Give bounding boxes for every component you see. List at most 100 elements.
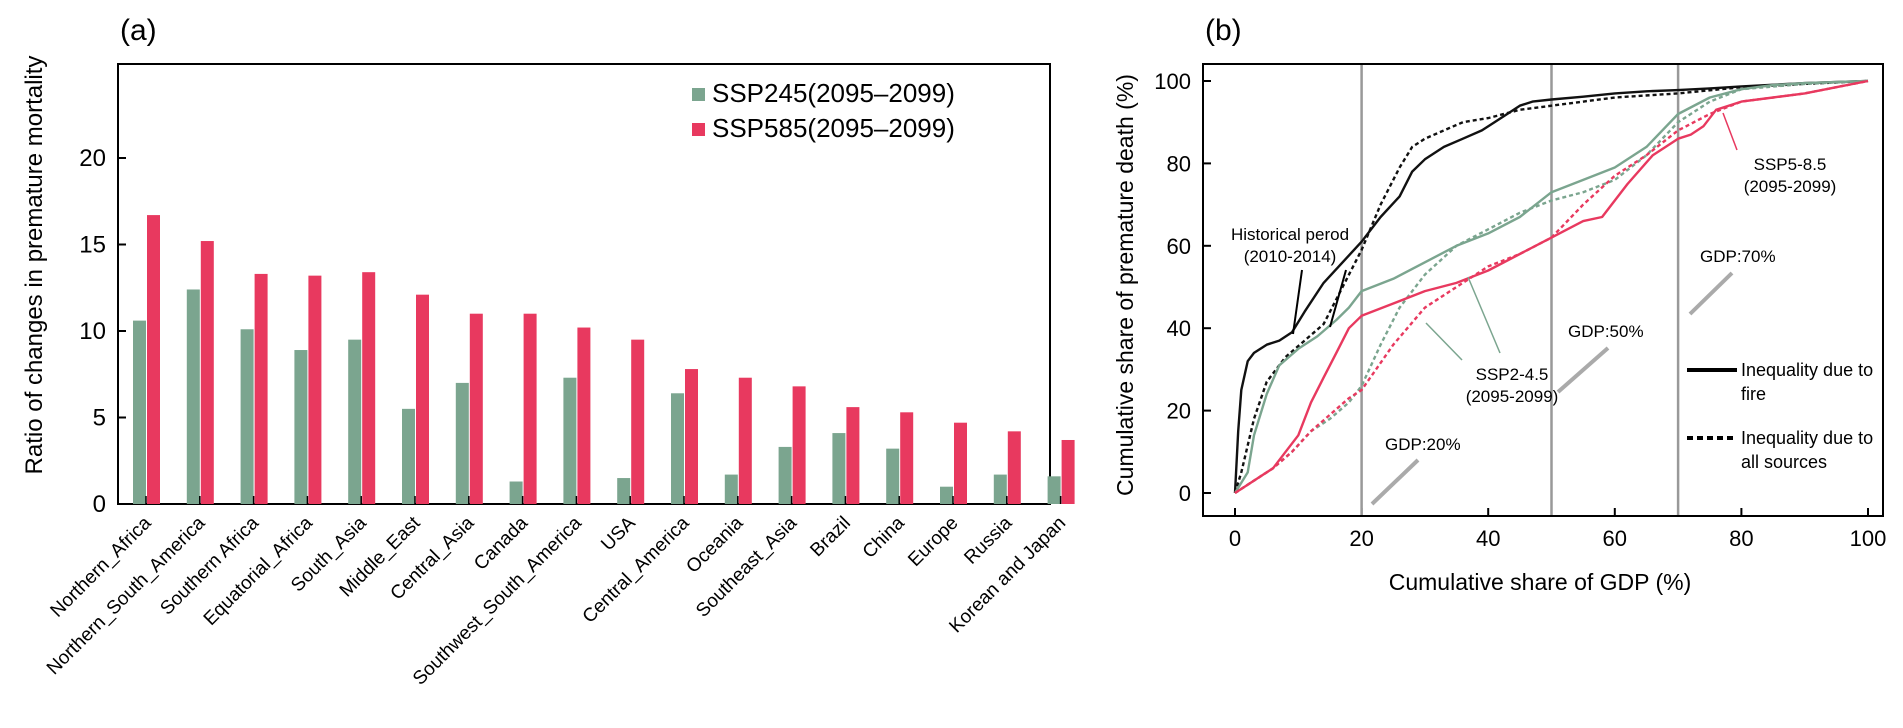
bar-ssp245-2 [240,329,254,504]
annotation-historical: Historical perod (2010-2014) [1231,225,1349,335]
bar-ssp585-10 [685,369,698,504]
category-label: Southeast_Asia [692,512,801,621]
category-label: Brazil [806,513,854,561]
panel-a: (a) Ratio of changes in premature mortal… [21,14,1075,690]
bar-ssp245-7 [509,481,523,504]
legend-swatch-ssp245 [692,88,705,101]
annotation-ssp245-line1: SSP2-4.5 [1476,365,1549,384]
y-tick-label: 15 [79,232,106,259]
bar-ssp585-12 [792,386,806,504]
bar-ssp245-6 [455,382,469,504]
x-tick-label: 40 [1476,526,1500,551]
series-ssp585-fire [1234,79,1869,495]
panel-a-legend: SSP245(2095–2099) SSP585(2095–2099) [692,78,955,143]
bar-ssp245-15 [940,486,953,504]
bar-ssp585-4 [362,272,376,504]
legend-label-ssp245: SSP245(2095–2099) [712,78,955,108]
gdp50-label: GDP:50% [1568,322,1644,341]
bar-ssp245-10 [671,393,684,504]
series-ssp585-all [1234,79,1869,495]
category-label: China [859,512,909,562]
bar-ssp245-11 [724,474,738,504]
bar-ssp585-3 [308,275,322,504]
bar-ssp245-12 [778,446,792,504]
annotation-historical-line2: (2010-2014) [1244,247,1337,266]
bar-ssp585-6 [469,313,483,504]
bar-ssp585-13 [846,407,860,504]
bar-ssp585-14 [900,412,914,504]
panel-b-label: (b) [1205,14,1242,47]
bar-ssp585-16 [1007,431,1021,504]
panel-a-label: (a) [120,14,157,47]
x-tick-label: 0 [1229,526,1241,551]
series-hist-fire [1233,79,1869,494]
annotation-ssp585-line2: (2095-2099) [1744,177,1837,196]
panel-a-y-ticks: 0 5 10 15 20 [79,145,126,518]
annotation-ssp585: SSP5-8.5 (2095-2099) [1722,112,1837,196]
legend-dotted-line1: Inequality due to [1741,428,1873,448]
bar-ssp245-16 [993,474,1007,504]
y-tick-label: 10 [79,318,106,345]
gdp70-label: GDP:70% [1700,247,1776,266]
y-tick-label: 0 [93,491,106,518]
x-tick-label: 100 [1850,526,1887,551]
panel-b-plot-frame [1202,63,1884,517]
annotation-ssp585-line1: SSP5-8.5 [1754,155,1827,174]
bar-ssp585-2 [254,273,268,504]
bar-ssp245-4 [348,339,362,504]
y-tick-label: 5 [93,405,106,432]
bar-ssp245-8 [563,377,577,504]
bar-ssp585-7 [523,313,537,504]
legend-solid-line2: fire [1741,384,1766,404]
panel-a-y-axis-label: Ratio of changes in premature mortality [21,56,48,475]
annotation-ssp245-line2: (2095-2099) [1466,387,1559,406]
bar-ssp585-11 [738,377,752,504]
panel-b-y-axis-label: Cumulative share of premature death (%) [1112,74,1138,496]
bar-ssp245-13 [832,433,846,504]
panel-b: (b) Cumulative share of premature death … [1112,14,1886,595]
x-tick-label: 80 [1729,526,1753,551]
annotation-gdp-labels: GDP:20% GDP:50% GDP:70% [1370,247,1776,506]
panel-b-series [1233,79,1869,495]
legend-solid-line1: Inequality due to [1741,360,1873,380]
bar-ssp585-15 [954,422,967,504]
x-tick-label: 60 [1603,526,1627,551]
bar-ssp585-5 [416,294,429,504]
y-tick-label: 100 [1154,69,1191,94]
bar-ssp245-14 [886,448,900,504]
bar-ssp585-9 [631,339,645,504]
panel-b-x-axis-label: Cumulative share of GDP (%) [1389,569,1692,595]
bar-ssp245-1 [186,289,200,504]
bar-ssp245-17 [1047,476,1061,504]
bar-ssp245-3 [294,350,308,504]
series-ssp245-all [1234,79,1869,495]
panel-a-category-labels: Northern_AfricaNorthern_South_AmericaSou… [43,496,1070,690]
gdp20-label: GDP:20% [1385,435,1461,454]
annotation-historical-line1: Historical perod [1231,225,1349,244]
legend-label-ssp585: SSP585(2095–2099) [712,113,955,143]
legend-dotted-line2: all sources [1741,452,1827,472]
y-tick-label: 20 [79,145,106,172]
panel-a-bars [133,215,1075,505]
bar-ssp585-8 [577,327,591,504]
x-tick-label: 20 [1349,526,1373,551]
bar-ssp245-9 [617,478,631,504]
category-label: Southern Africa [156,512,263,619]
legend-swatch-ssp585 [692,123,705,136]
panel-b-legend: Inequality due to fire Inequality due to… [1687,360,1873,472]
bar-ssp585-1 [200,241,214,505]
bar-ssp245-5 [402,408,415,504]
category-label: Europe [904,513,962,571]
y-tick-label: 80 [1167,151,1191,176]
y-tick-label: 20 [1167,399,1191,424]
y-tick-label: 60 [1167,234,1191,259]
bar-ssp585-0 [147,215,160,504]
bar-ssp585-17 [1061,439,1075,504]
y-tick-label: 40 [1167,316,1191,341]
annotation-ssp245: SSP2-4.5 (2095-2099) [1425,276,1559,406]
bar-ssp245-0 [133,320,146,504]
category-label: USA [597,512,640,555]
panel-b-ticks: 0 20 40 60 80 100 0 20 40 60 80 100 [1154,69,1886,551]
y-tick-label: 0 [1179,481,1191,506]
